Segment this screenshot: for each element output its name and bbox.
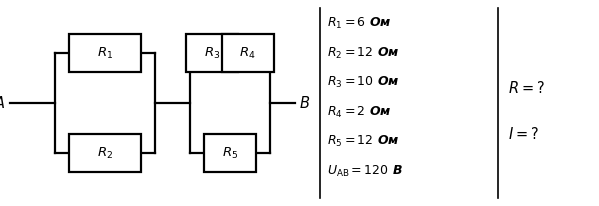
Text: $B$: $B$ xyxy=(299,95,310,111)
Bar xyxy=(186,34,238,72)
Text: $U_{\rm AB} = 120$ В: $U_{\rm AB} = 120$ В xyxy=(327,164,403,179)
Bar xyxy=(69,34,141,72)
Bar xyxy=(222,34,274,72)
Text: $R_1 = 6$ Ом: $R_1 = 6$ Ом xyxy=(327,16,392,31)
Text: $I = ?$: $I = ?$ xyxy=(508,126,539,142)
Text: $R_4 = 2$ Ом: $R_4 = 2$ Ом xyxy=(327,104,392,120)
Text: $R_3 = 10$ Ом: $R_3 = 10$ Ом xyxy=(327,75,400,90)
Text: $R_2$: $R_2$ xyxy=(97,145,113,160)
Text: $R_3$: $R_3$ xyxy=(204,46,220,61)
Text: $R_2 = 12$ Ом: $R_2 = 12$ Ом xyxy=(327,46,400,61)
Text: $R_5$: $R_5$ xyxy=(222,145,238,160)
Text: $R_4$: $R_4$ xyxy=(240,46,256,61)
Text: $A$: $A$ xyxy=(0,95,6,111)
Text: $R_5 = 12$ Ом: $R_5 = 12$ Ом xyxy=(327,134,400,149)
Bar xyxy=(69,134,141,172)
Text: $R = ?$: $R = ?$ xyxy=(508,80,544,96)
Text: $R_1$: $R_1$ xyxy=(97,46,113,61)
Bar xyxy=(204,134,256,172)
